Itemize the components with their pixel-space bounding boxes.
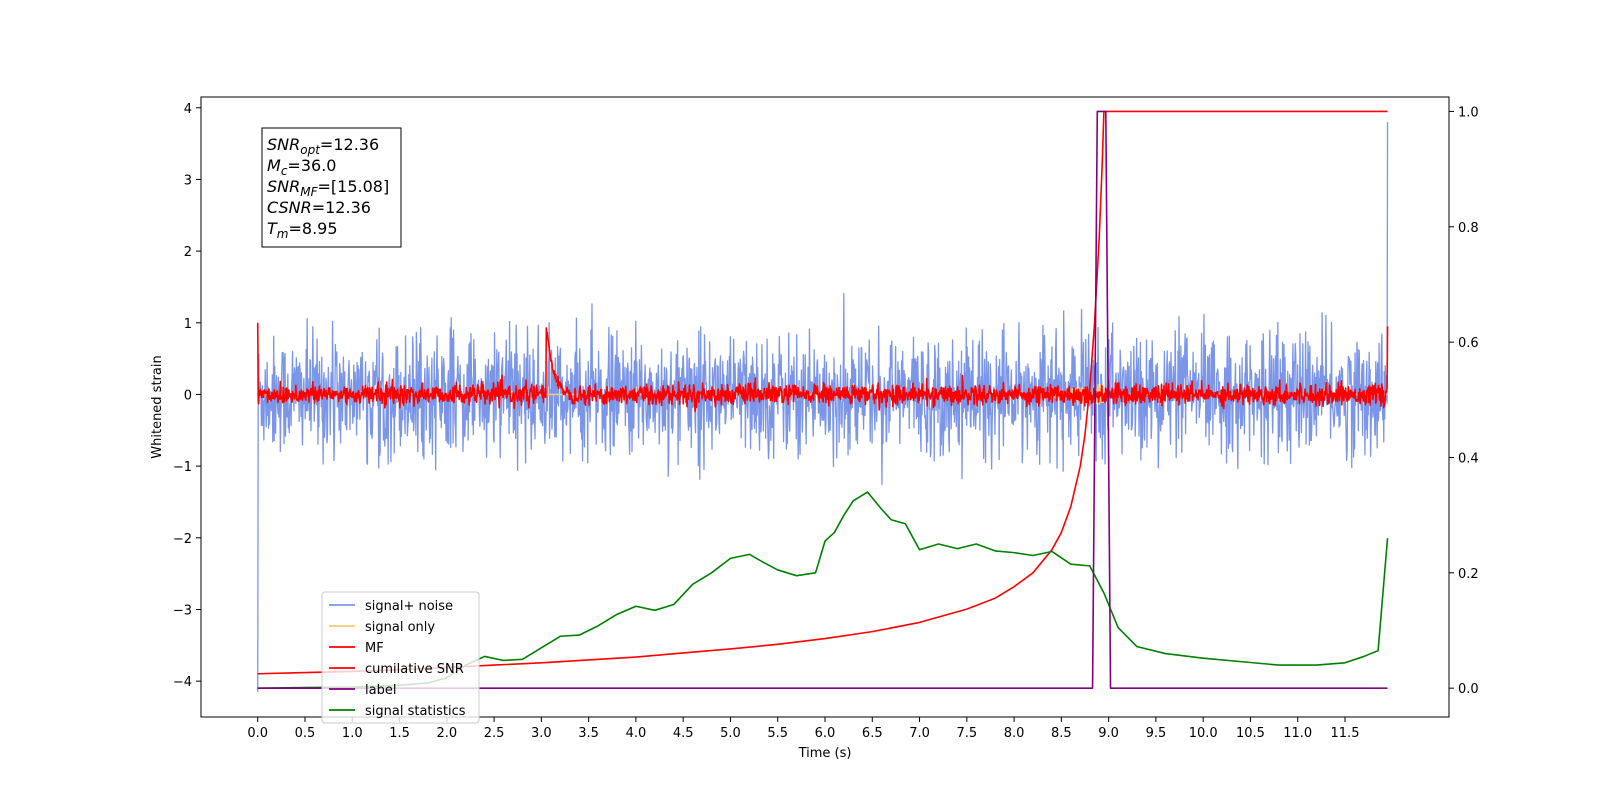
annotation-line: SNRMF=[15.08] bbox=[267, 177, 389, 199]
legend-label: cumilative SNR bbox=[365, 662, 464, 677]
annotation-box: SNRopt=12.36Mc=36.0SNRMF=[15.08]CSNR=12.… bbox=[261, 127, 402, 248]
y-right-tick-label: 0.8 bbox=[1458, 221, 1479, 236]
x-tick-label: 1.0 bbox=[342, 726, 363, 741]
x-tick-label: 3.5 bbox=[578, 726, 599, 741]
x-tick-label: 8.5 bbox=[1051, 726, 1072, 741]
series-line-cumilative-snr bbox=[257, 110, 1388, 675]
annotation-line: SNRopt=12.36 bbox=[267, 135, 379, 157]
y-right-tick-label: 1.0 bbox=[1458, 105, 1479, 120]
x-tick-label: 5.5 bbox=[767, 726, 788, 741]
annotation-line: Tm=8.95 bbox=[267, 219, 338, 241]
annotation-line: Mc=36.0 bbox=[267, 156, 336, 178]
ticks-layer: 0.0 0.5 1.0 1.5 2.0 2.5 3.0 3.5 4.0 4.5 5.0 5.5 6.0 6… bbox=[173, 102, 1479, 741]
series-line-mf bbox=[256, 322, 1389, 413]
legend: signal+ noise signal only MF cumilative SNR… bbox=[321, 591, 480, 724]
x-tick-label: 9.0 bbox=[1098, 726, 1119, 741]
x-tick-label: 6.0 bbox=[815, 726, 836, 741]
y-left-tick-label: −3 bbox=[173, 603, 192, 618]
y-left-tick-label: 0 bbox=[184, 388, 192, 403]
x-tick-label: 9.5 bbox=[1146, 726, 1167, 741]
y-left-tick-label: 2 bbox=[184, 245, 192, 260]
x-tick-label: 0.0 bbox=[247, 726, 268, 741]
x-tick-label: 10.0 bbox=[1189, 726, 1218, 741]
y-left-tick-label: 4 bbox=[184, 102, 192, 117]
y-left-tick-label: −4 bbox=[173, 675, 192, 690]
x-tick-label: 10.5 bbox=[1236, 726, 1265, 741]
legend-label: MF bbox=[365, 641, 384, 656]
y-left-tick-label: 3 bbox=[184, 173, 192, 188]
x-tick-label: 8.0 bbox=[1004, 726, 1025, 741]
x-tick-label: 0.5 bbox=[295, 726, 316, 741]
legend-frame bbox=[321, 591, 480, 724]
x-tick-label: 7.0 bbox=[909, 726, 930, 741]
legend-label: signal statistics bbox=[365, 704, 466, 719]
series-line-label bbox=[257, 110, 1388, 689]
y-left-tick-label: −1 bbox=[173, 460, 192, 475]
y-right-tick-label: 0.6 bbox=[1458, 336, 1479, 351]
y-right-tick-label: 0.2 bbox=[1458, 567, 1479, 582]
series-layer bbox=[256, 110, 1389, 692]
annotation-line: CSNR=12.36 bbox=[267, 198, 371, 217]
x-tick-label: 5.0 bbox=[720, 726, 741, 741]
legend-label: signal only bbox=[365, 620, 435, 635]
y-right-tick-label: 0.0 bbox=[1458, 682, 1479, 697]
x-tick-label: 4.5 bbox=[673, 726, 694, 741]
x-tick-label: 7.5 bbox=[956, 726, 977, 741]
x-tick-label: 4.0 bbox=[626, 726, 647, 741]
annotation-frame bbox=[261, 127, 402, 248]
legend-label: label bbox=[365, 683, 396, 698]
legend-label: signal+ noise bbox=[365, 599, 453, 614]
x-tick-label: 2.0 bbox=[436, 726, 457, 741]
x-tick-label: 11.0 bbox=[1283, 726, 1312, 741]
x-tick-label: 2.5 bbox=[484, 726, 505, 741]
series-line-signal-statistics bbox=[257, 491, 1389, 689]
x-axis-label: Time (s) bbox=[798, 746, 852, 761]
x-tick-label: 3.0 bbox=[531, 726, 552, 741]
y-right-tick-label: 0.4 bbox=[1458, 451, 1479, 466]
y-left-tick-label: −2 bbox=[173, 532, 192, 547]
x-tick-label: 1.5 bbox=[389, 726, 410, 741]
y-axis-label: Whitened strain bbox=[150, 355, 165, 458]
x-tick-label: 11.5 bbox=[1331, 726, 1360, 741]
x-tick-label: 6.5 bbox=[862, 726, 883, 741]
y-left-tick-label: 1 bbox=[184, 317, 192, 332]
